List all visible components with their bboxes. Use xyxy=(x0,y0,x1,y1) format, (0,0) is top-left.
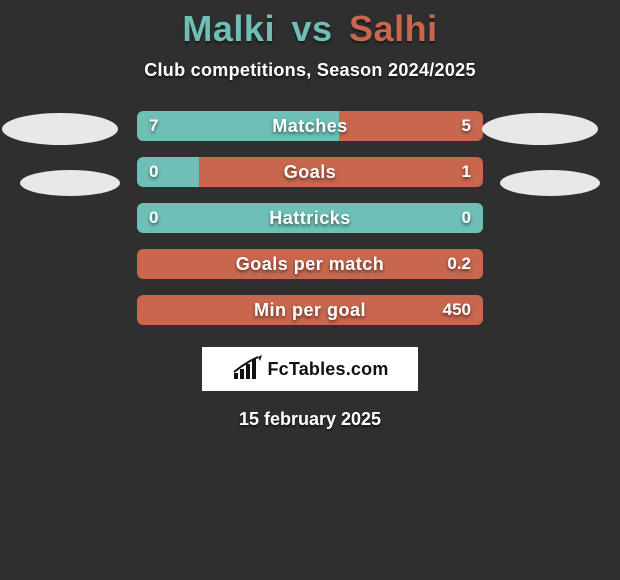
title-player2: Salhi xyxy=(349,8,438,49)
deco-ellipse xyxy=(2,113,118,145)
bar-label: Matches xyxy=(137,111,483,141)
subtitle: Club competitions, Season 2024/2025 xyxy=(0,60,620,81)
stat-bar: 00Hattricks xyxy=(137,203,483,233)
chart-stage: 75Matches 01Goals 00Hattricks 0.2Goals per … xyxy=(0,111,620,325)
bar-label: Goals xyxy=(137,157,483,187)
stat-bar: 450Min per goal xyxy=(137,295,483,325)
deco-ellipse xyxy=(20,170,120,196)
title-vs: vs xyxy=(291,8,332,49)
date-text: 15 february 2025 xyxy=(0,409,620,430)
bars-container: 75Matches 01Goals 00Hattricks 0.2Goals per … xyxy=(137,111,483,325)
stat-bar: 75Matches xyxy=(137,111,483,141)
bar-label: Hattricks xyxy=(137,203,483,233)
bars-icon xyxy=(231,355,263,383)
logo-box: FcTables.com xyxy=(202,347,418,391)
stat-bar: 0.2Goals per match xyxy=(137,249,483,279)
page-title: Malki vs Salhi xyxy=(0,0,620,50)
deco-ellipse xyxy=(482,113,598,145)
stat-bar: 01Goals xyxy=(137,157,483,187)
deco-ellipse xyxy=(500,170,600,196)
logo-text: FcTables.com xyxy=(267,359,388,380)
bar-label: Goals per match xyxy=(137,249,483,279)
title-player1: Malki xyxy=(182,8,275,49)
bar-label: Min per goal xyxy=(137,295,483,325)
